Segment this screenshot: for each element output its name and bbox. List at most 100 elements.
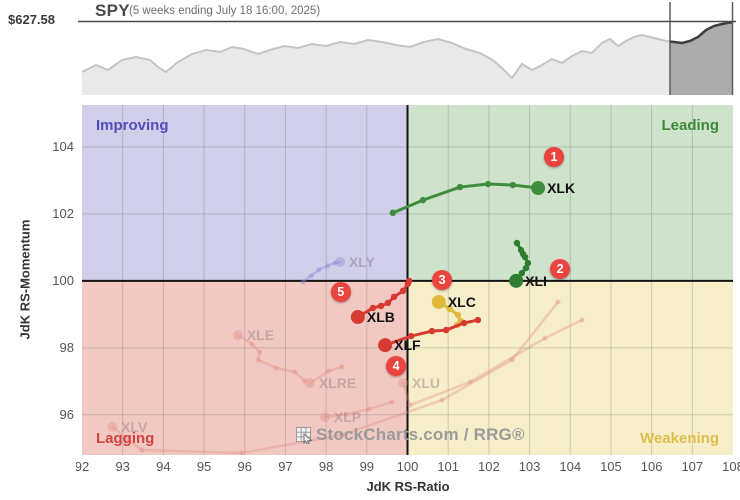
XLC-label[interactable]: XLC (448, 294, 476, 310)
XLB-trail-dot (404, 280, 412, 288)
XLE-trail-dot (302, 378, 308, 384)
XLV-trail-dot (139, 447, 145, 453)
XLV-trail (110, 300, 560, 455)
rrg-plot-svg: XLV XLU XLP XLRE XLE XLY XLK XLI XLC XLB XLF (82, 105, 733, 455)
XLB-trail-dot (369, 304, 377, 312)
XLF-trail-dot (442, 326, 450, 334)
XLV-trail-dot (239, 450, 245, 455)
XLU-trail-dot (467, 379, 473, 385)
XLB-label[interactable]: XLB (367, 309, 395, 325)
XLE-trail-dot (273, 365, 279, 371)
x-tick-105: 105 (600, 459, 622, 474)
XLU-trail-dot (579, 317, 585, 323)
x-axis-ticks: 92 93 94 95 96 97 98 99 100 101 102 103 104 105 106 107… (76, 459, 740, 475)
XLP-head (319, 412, 330, 423)
y-tick-104: 104 (52, 138, 74, 154)
XLF-trail-dot (460, 319, 468, 327)
XLI-label[interactable]: XLI (525, 273, 547, 289)
stockcharts-watermark: StockCharts.com / RRG® (296, 425, 525, 445)
XLY-trail-dot (300, 279, 306, 285)
XLB-head[interactable] (350, 310, 365, 325)
XLV-trail-dot (439, 397, 445, 403)
XLI-trail-dot (522, 264, 530, 272)
x-tick-106: 106 (640, 459, 663, 474)
spy-price-sparkline[interactable] (0, 0, 740, 100)
symbol-title: SPY (95, 1, 130, 20)
XLRE-trail-dot (326, 368, 332, 374)
XLE-trail-dot (257, 349, 263, 355)
quadrant-label-leading: Leading (661, 117, 719, 134)
quadrant-label-improving: Improving (96, 117, 169, 134)
x-tick-100: 100 (396, 459, 419, 474)
XLV-trail-dot (509, 357, 515, 363)
XLY-trail-dot (325, 263, 331, 269)
XLRE-trail-dot (339, 364, 345, 370)
XLK-trail (391, 182, 540, 215)
XLB-trail-dot (390, 293, 398, 301)
XLV-trail-dot (339, 432, 345, 438)
XLI-trail-dot (518, 269, 526, 277)
XLC-head[interactable] (431, 294, 446, 309)
XLU-trail-dot (407, 402, 413, 408)
XLP-label: XLP (334, 409, 361, 425)
XLE-trail-dot (249, 341, 255, 347)
XLY-trail-dot (332, 260, 338, 266)
XLK-trail-dot (484, 180, 492, 188)
XLY-trail-dot (316, 267, 322, 273)
XLY-head (334, 257, 345, 268)
highlight-area (670, 22, 733, 95)
y-tick-98: 98 (59, 339, 74, 355)
XLI-trail-dot (524, 259, 532, 267)
XLF-trail-dot (407, 332, 415, 340)
XLP-trail (323, 400, 394, 419)
XLI-trail-dot (513, 239, 521, 247)
XLP-trail-dot (366, 406, 372, 412)
x-tick-101: 101 (437, 459, 460, 474)
XLY-trail-dot (308, 273, 314, 279)
x-tick-99: 99 (359, 459, 375, 474)
XLC-trail-dot (446, 305, 454, 313)
x-tick-103: 103 (518, 459, 541, 474)
XLE-trail-dot (255, 357, 261, 363)
XLK-trail-dot (456, 183, 464, 191)
XLU-label: XLU (412, 375, 440, 391)
XLK-trail-dot (509, 181, 517, 189)
y-axis-ticks: 96 98 100 102 104 (36, 105, 74, 455)
y-tick-102: 102 (52, 205, 74, 221)
XLU-trail-dot (542, 335, 548, 341)
XLF-trail-dot (428, 327, 436, 335)
x-tick-93: 93 (115, 459, 130, 474)
XLK-label[interactable]: XLK (547, 180, 575, 196)
XLK-head[interactable] (531, 181, 546, 196)
x-tick-94: 94 (156, 459, 171, 474)
XLF-head[interactable] (378, 338, 393, 353)
price-area (82, 22, 733, 95)
XLRE-label: XLRE (319, 375, 356, 391)
period-subtitle: (5 weeks ending July 18 16:00, 2025) (129, 5, 321, 17)
x-tick-98: 98 (318, 459, 334, 474)
XLB-trail-dot (377, 302, 385, 310)
XLF-label[interactable]: XLF (394, 337, 421, 353)
XLE-trail (236, 333, 307, 383)
x-tick-104: 104 (559, 459, 582, 474)
XLV-head (107, 421, 118, 432)
XLI-head[interactable] (509, 273, 524, 288)
price-line-series (81, 21, 734, 80)
stockcharts-grid-icon (296, 426, 313, 444)
XLE-label: XLE (247, 327, 274, 343)
x-tick-107: 107 (681, 459, 704, 474)
x-axis-title: JdK RS-Ratio (366, 479, 450, 494)
watermark-text: StockCharts.com / RRG® (316, 425, 525, 444)
XLU-head (398, 377, 409, 388)
quadrant-lagging (82, 280, 408, 455)
rrg-chart-area: XLV XLU XLP XLRE XLE XLY XLK XLI XLC XLB XLF Impro… (82, 105, 733, 455)
XLE-trail-dot (292, 369, 298, 375)
XLB-trail-dot (399, 287, 407, 295)
XLY-label: XLY (349, 254, 376, 270)
price-level-label: $627.58 (8, 12, 55, 27)
x-tick-102: 102 (478, 459, 500, 474)
XLC-trail-dot (454, 311, 462, 319)
XLV-trail-dot (555, 299, 561, 305)
x-tick-92: 92 (76, 459, 90, 474)
